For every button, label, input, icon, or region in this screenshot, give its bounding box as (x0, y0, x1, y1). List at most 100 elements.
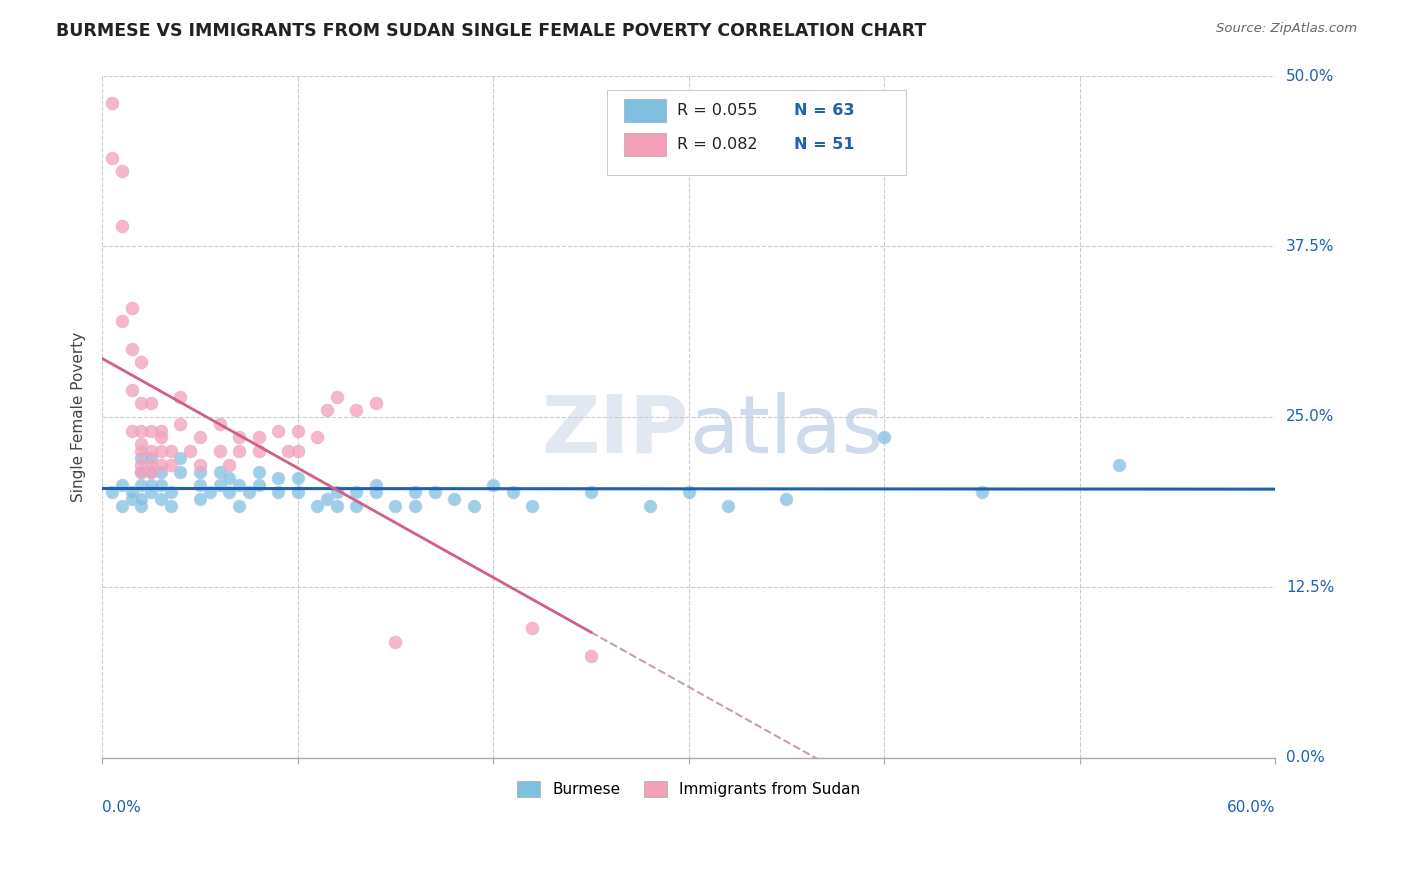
Point (287, 485, 309, 500)
Point (678, 485, 700, 500)
Point (131, 355, 153, 369)
Point (111, 478, 134, 492)
Point (344, 485, 367, 500)
Point (228, 444, 250, 458)
Point (149, 465, 172, 479)
Point (169, 417, 191, 431)
Point (169, 465, 191, 479)
FancyBboxPatch shape (606, 90, 905, 175)
Point (404, 485, 426, 500)
Point (139, 458, 162, 472)
Point (228, 478, 250, 492)
Point (638, 499, 661, 513)
Point (384, 635, 406, 649)
Point (159, 444, 181, 458)
Point (208, 444, 231, 458)
Text: Source: ZipAtlas.com: Source: ZipAtlas.com (1216, 22, 1357, 36)
Point (149, 478, 172, 492)
Point (131, 491, 153, 506)
Point (139, 485, 162, 500)
Point (1108, 458, 1130, 472)
Point (384, 499, 406, 513)
Point (101, 485, 124, 500)
Text: 0.0%: 0.0% (1286, 750, 1324, 765)
Point (139, 444, 162, 458)
Text: N = 63: N = 63 (794, 103, 855, 118)
Point (717, 499, 740, 513)
Point (149, 424, 172, 438)
Point (208, 478, 231, 492)
Point (139, 465, 162, 479)
Point (307, 430, 329, 444)
Point (139, 450, 162, 465)
Point (139, 396, 162, 410)
Point (208, 417, 231, 431)
Point (131, 424, 153, 438)
Point (159, 499, 181, 513)
Legend: Burmese, Immigrants from Sudan: Burmese, Immigrants from Sudan (510, 773, 868, 805)
Point (121, 383, 143, 397)
Point (111, 219, 134, 233)
Point (149, 491, 172, 506)
Point (159, 458, 181, 472)
Point (502, 485, 524, 500)
Point (443, 491, 465, 506)
Point (149, 430, 172, 444)
Point (139, 465, 162, 479)
Point (326, 485, 349, 500)
Point (121, 424, 143, 438)
Text: BURMESE VS IMMIGRANTS FROM SUDAN SINGLE FEMALE POVERTY CORRELATION CHART: BURMESE VS IMMIGRANTS FROM SUDAN SINGLE … (56, 22, 927, 40)
Y-axis label: Single Female Poverty: Single Female Poverty (72, 332, 86, 502)
Point (316, 403, 339, 417)
Point (267, 485, 290, 500)
Point (307, 499, 329, 513)
Point (344, 403, 367, 417)
Text: ZIP: ZIP (541, 392, 689, 469)
Text: 60.0%: 60.0% (1226, 799, 1275, 814)
Point (316, 491, 339, 506)
Point (131, 437, 153, 451)
Point (111, 499, 134, 513)
Point (101, 151, 124, 165)
Text: N = 51: N = 51 (794, 136, 855, 152)
Point (247, 465, 270, 479)
Point (326, 390, 349, 404)
Point (287, 471, 309, 485)
Point (121, 491, 143, 506)
Point (228, 430, 250, 444)
Point (404, 499, 426, 513)
Point (277, 444, 299, 458)
Point (482, 478, 505, 492)
Point (873, 430, 896, 444)
Point (121, 485, 143, 500)
Point (364, 396, 387, 410)
Point (131, 465, 153, 479)
Point (111, 164, 134, 178)
Point (188, 458, 211, 472)
Point (131, 450, 153, 465)
Point (159, 485, 181, 500)
Point (326, 499, 349, 513)
Point (364, 485, 387, 500)
Point (775, 491, 797, 506)
Point (131, 444, 153, 458)
Point (121, 342, 143, 356)
Text: 12.5%: 12.5% (1286, 580, 1334, 595)
Point (344, 499, 367, 513)
Point (579, 485, 602, 500)
Point (188, 478, 211, 492)
Point (287, 424, 309, 438)
Point (267, 471, 290, 485)
Point (247, 430, 270, 444)
Point (579, 648, 602, 663)
Point (228, 499, 250, 513)
Text: 50.0%: 50.0% (1286, 69, 1334, 84)
Point (131, 499, 153, 513)
Point (149, 458, 172, 472)
Point (238, 485, 260, 500)
Point (101, 96, 124, 111)
Point (208, 465, 231, 479)
Point (179, 444, 201, 458)
Point (198, 485, 221, 500)
Point (423, 485, 446, 500)
